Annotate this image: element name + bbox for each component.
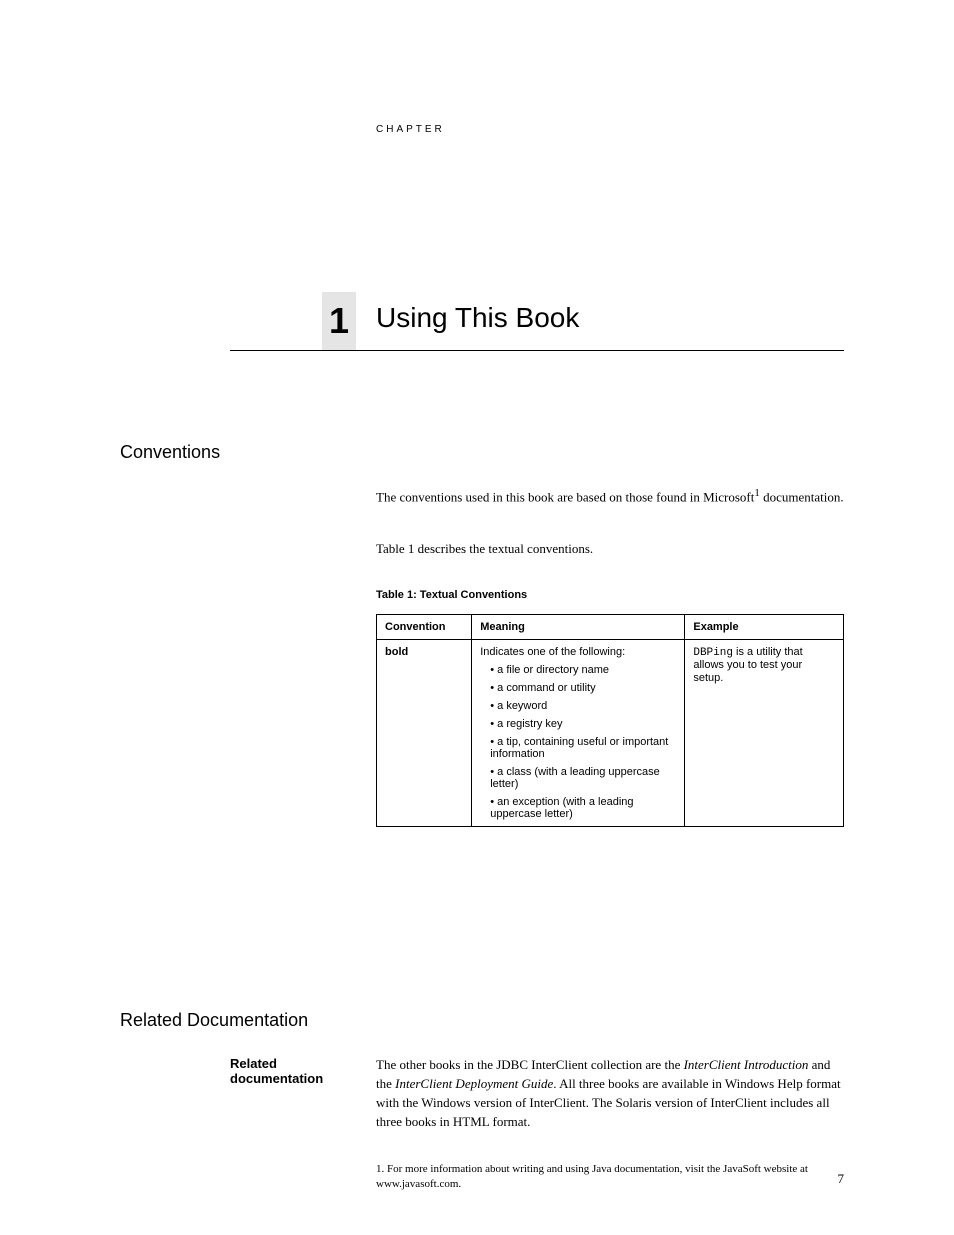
mean-line: • a command or utility [480, 682, 676, 694]
text: The other books in the JDBC InterClient … [376, 1057, 684, 1072]
table-caption: Table 1: Textual Conventions [376, 588, 844, 604]
mean-line: • a file or directory name [480, 664, 676, 676]
text: documentation. [760, 489, 844, 504]
divider [230, 350, 844, 351]
cell-example: DBPing is a utility that allows you to t… [685, 640, 844, 827]
related-p1: The other books in the JDBC InterClient … [376, 1056, 844, 1131]
section-heading-related: Related Documentation [120, 1010, 308, 1031]
col-meaning: Meaning [472, 615, 685, 640]
em: InterClient Deployment Guide [395, 1076, 553, 1091]
conventions-p1: The conventions used in this book are ba… [376, 486, 844, 507]
table-header-row: Convention Meaning Example [377, 615, 844, 640]
sidebar-label-related: Related documentation [230, 1056, 350, 1086]
mean-line: • a tip, containing useful or important … [480, 736, 676, 760]
cell-meaning: Indicates one of the following: • a file… [472, 640, 685, 827]
example-mono: DBPing [693, 647, 733, 659]
chapter-number: 1 [322, 300, 356, 342]
mean-line: • a class (with a leading uppercase lett… [480, 766, 676, 790]
em: InterClient Introduction [684, 1057, 809, 1072]
mean-line: • an exception (with a leading uppercase… [480, 796, 676, 820]
text: The conventions used in this book are ba… [376, 489, 754, 504]
table-row: bold Indicates one of the following: • a… [377, 640, 844, 827]
mean-line: • a registry key [480, 718, 676, 730]
page-number: 7 [838, 1171, 845, 1187]
page: CHAPTER 1 Using This Book Conventions Th… [0, 0, 954, 1235]
conventions-p2: Table 1 describes the textual convention… [376, 540, 844, 559]
mean-line: • a keyword [480, 700, 676, 712]
cell-convention: bold [377, 640, 472, 827]
chapter-title: Using This Book [376, 302, 579, 334]
section-heading-conventions: Conventions [120, 442, 220, 463]
col-convention: Convention [377, 615, 472, 640]
mean-line: Indicates one of the following: [480, 646, 676, 658]
chapter-label: CHAPTER [376, 124, 445, 135]
footnote: 1. For more information about writing an… [376, 1162, 844, 1193]
conventions-table: Convention Meaning Example bold Indicate… [376, 614, 844, 827]
col-example: Example [685, 615, 844, 640]
